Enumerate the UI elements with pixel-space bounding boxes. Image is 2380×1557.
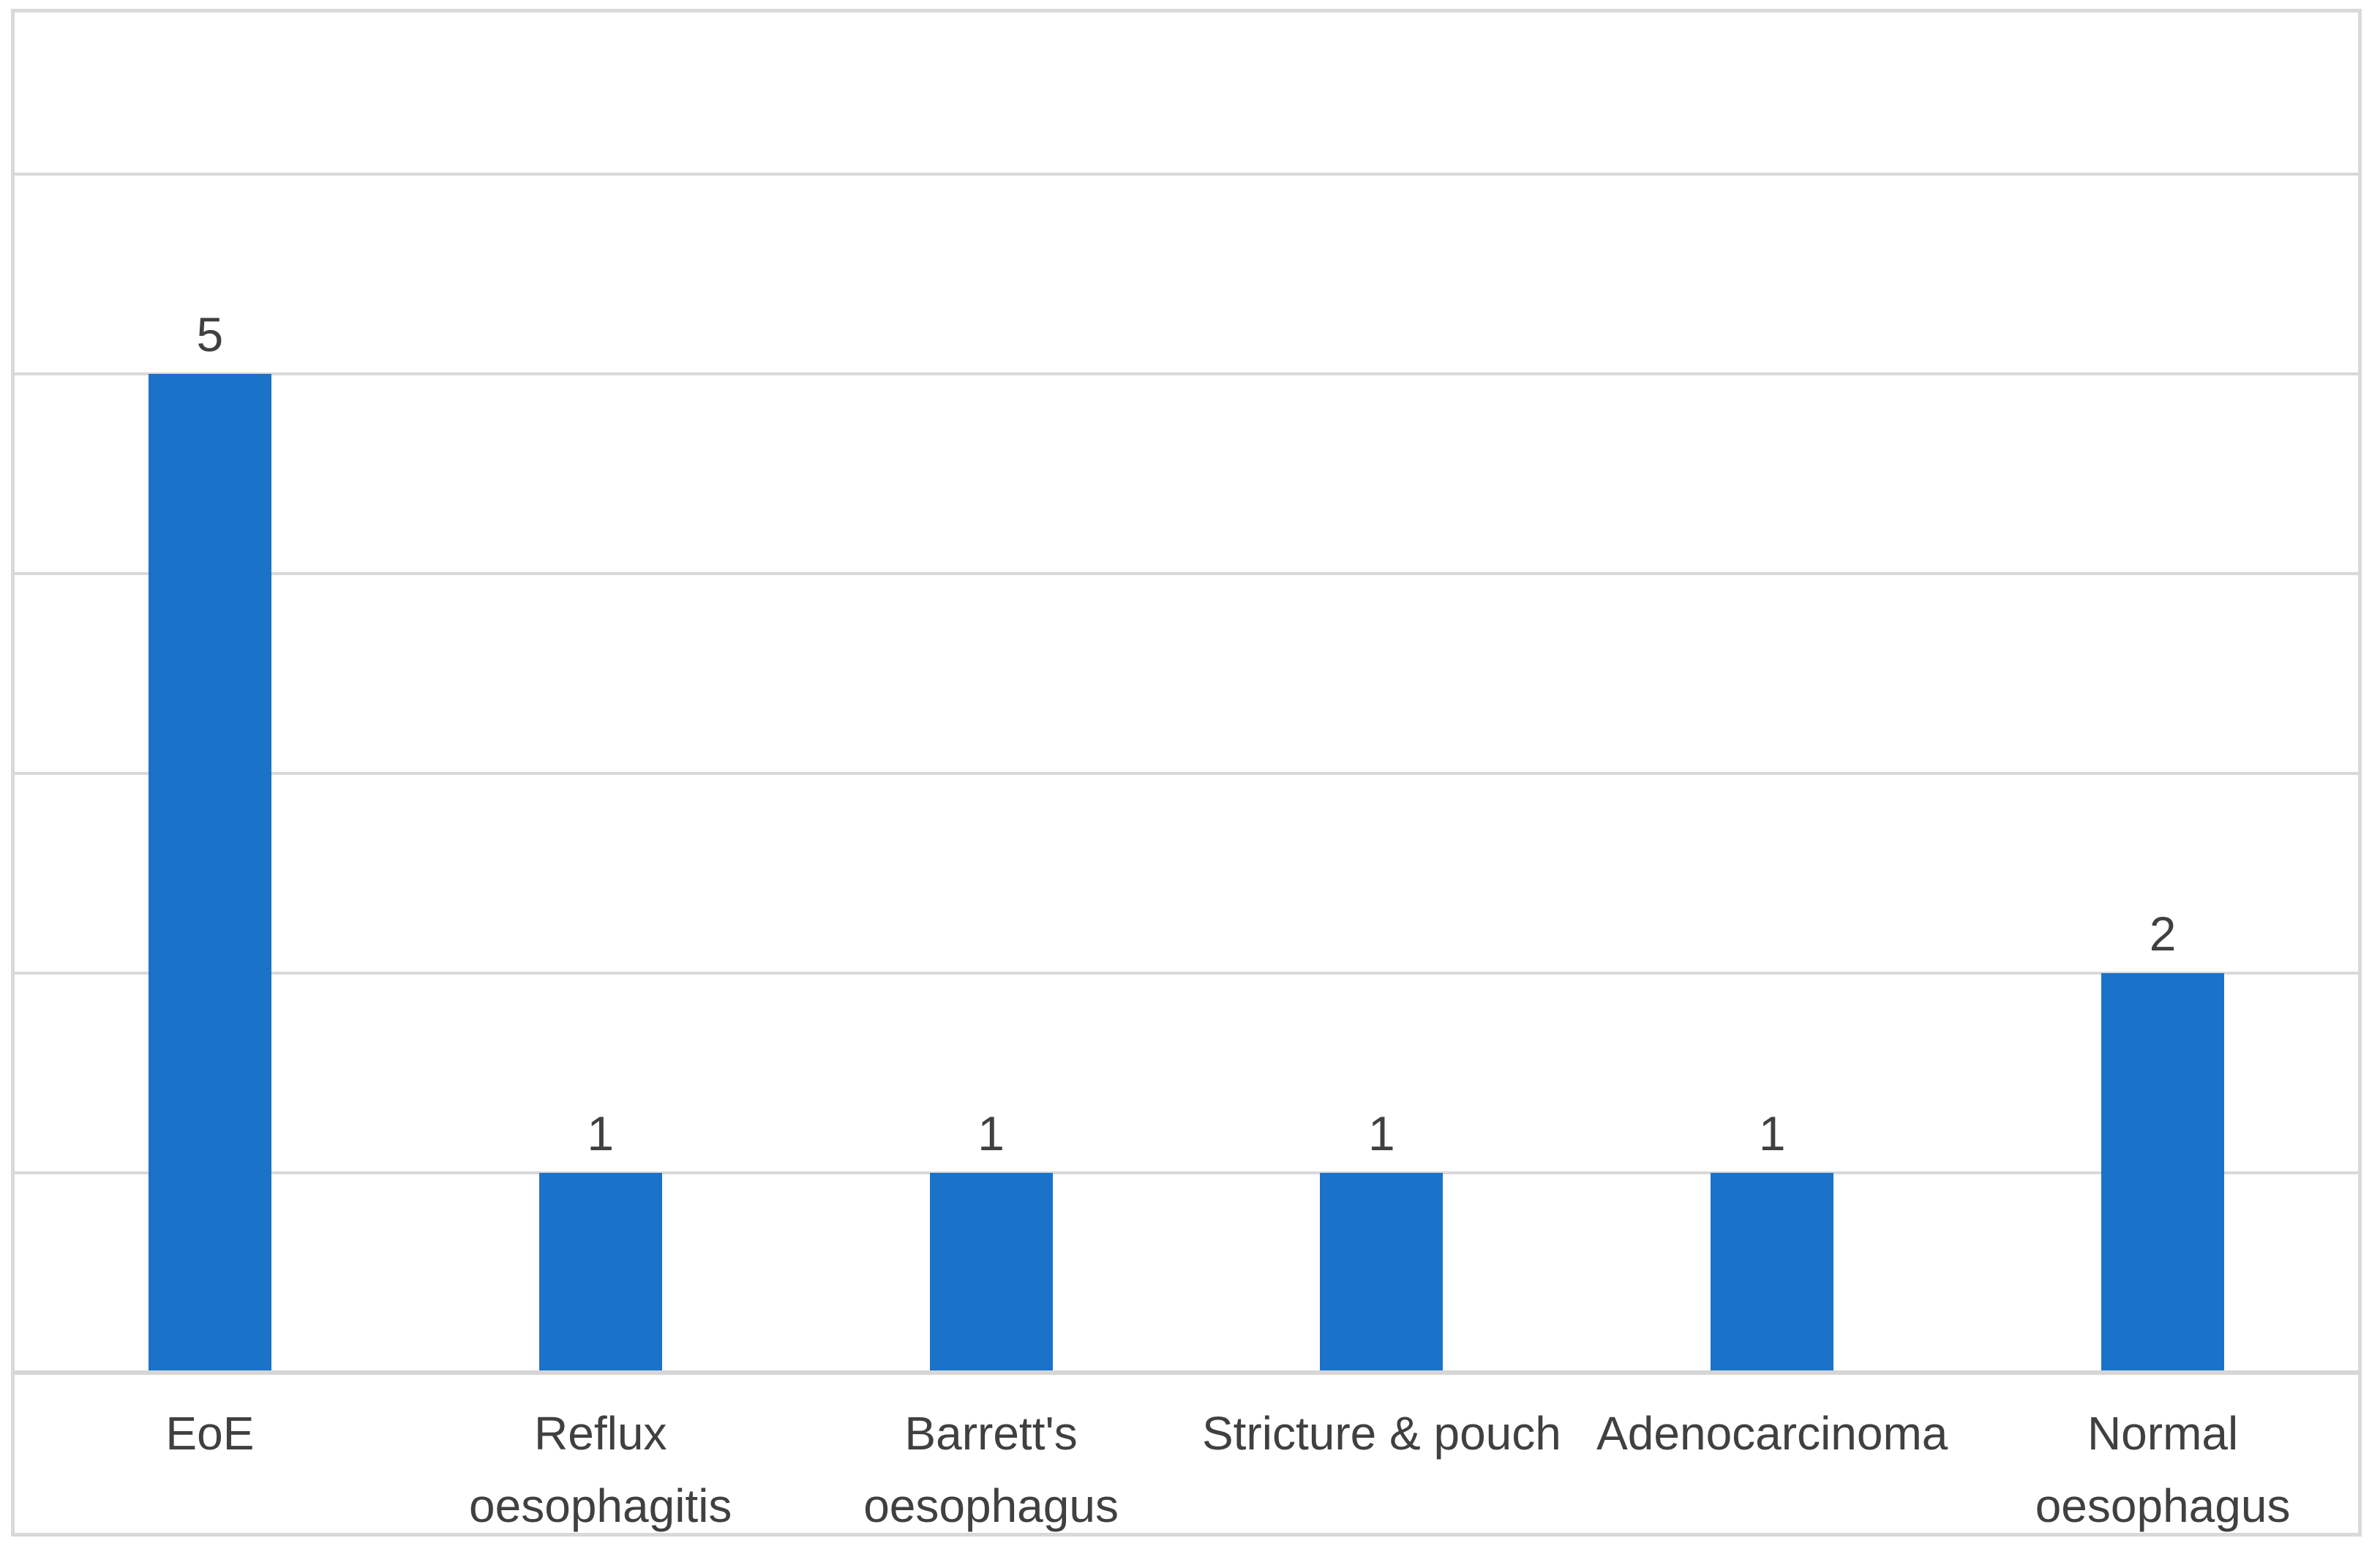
bar-value-label-5: 1 xyxy=(1758,1106,1786,1161)
x-axis-line xyxy=(15,1370,2358,1375)
bar-6 xyxy=(2101,972,2225,1373)
category-label-1: EoE xyxy=(165,1407,255,1460)
bar-value-label-1: 5 xyxy=(196,307,224,361)
bar-value-label-2: 1 xyxy=(587,1106,615,1161)
bar-3 xyxy=(929,1172,1053,1373)
bar-value-label-6: 2 xyxy=(2149,907,2177,961)
gridline-5 xyxy=(15,372,2358,375)
gridline-3 xyxy=(15,771,2358,775)
category-label-2: Reflux oesophagitis xyxy=(469,1407,732,1533)
bar-5 xyxy=(1711,1172,1834,1373)
bar-value-label-4: 1 xyxy=(1368,1106,1395,1161)
category-label-3: Barrett's oesophagus xyxy=(863,1407,1119,1533)
bar-1 xyxy=(148,373,271,1373)
bar-value-label-3: 1 xyxy=(977,1106,1005,1161)
gridline-2 xyxy=(15,971,2358,975)
plot-area: 5 EoE 1 Reflux oesophagitis 1 Barrett's oesop… xyxy=(15,12,2358,1533)
bar-4 xyxy=(1320,1172,1444,1373)
category-label-5: Adenocarcinoma xyxy=(1596,1407,1948,1460)
gridline-4 xyxy=(15,571,2358,575)
gridline-1 xyxy=(15,1171,2358,1174)
bar-2 xyxy=(538,1172,662,1373)
category-label-6: Normal oesophagus xyxy=(2035,1407,2291,1533)
gridline-6 xyxy=(15,172,2358,176)
category-label-4: Stricture & pouch xyxy=(1201,1407,1561,1460)
bar-chart-figure: 5 EoE 1 Reflux oesophagitis 1 Barrett's oesop… xyxy=(11,9,2362,1537)
